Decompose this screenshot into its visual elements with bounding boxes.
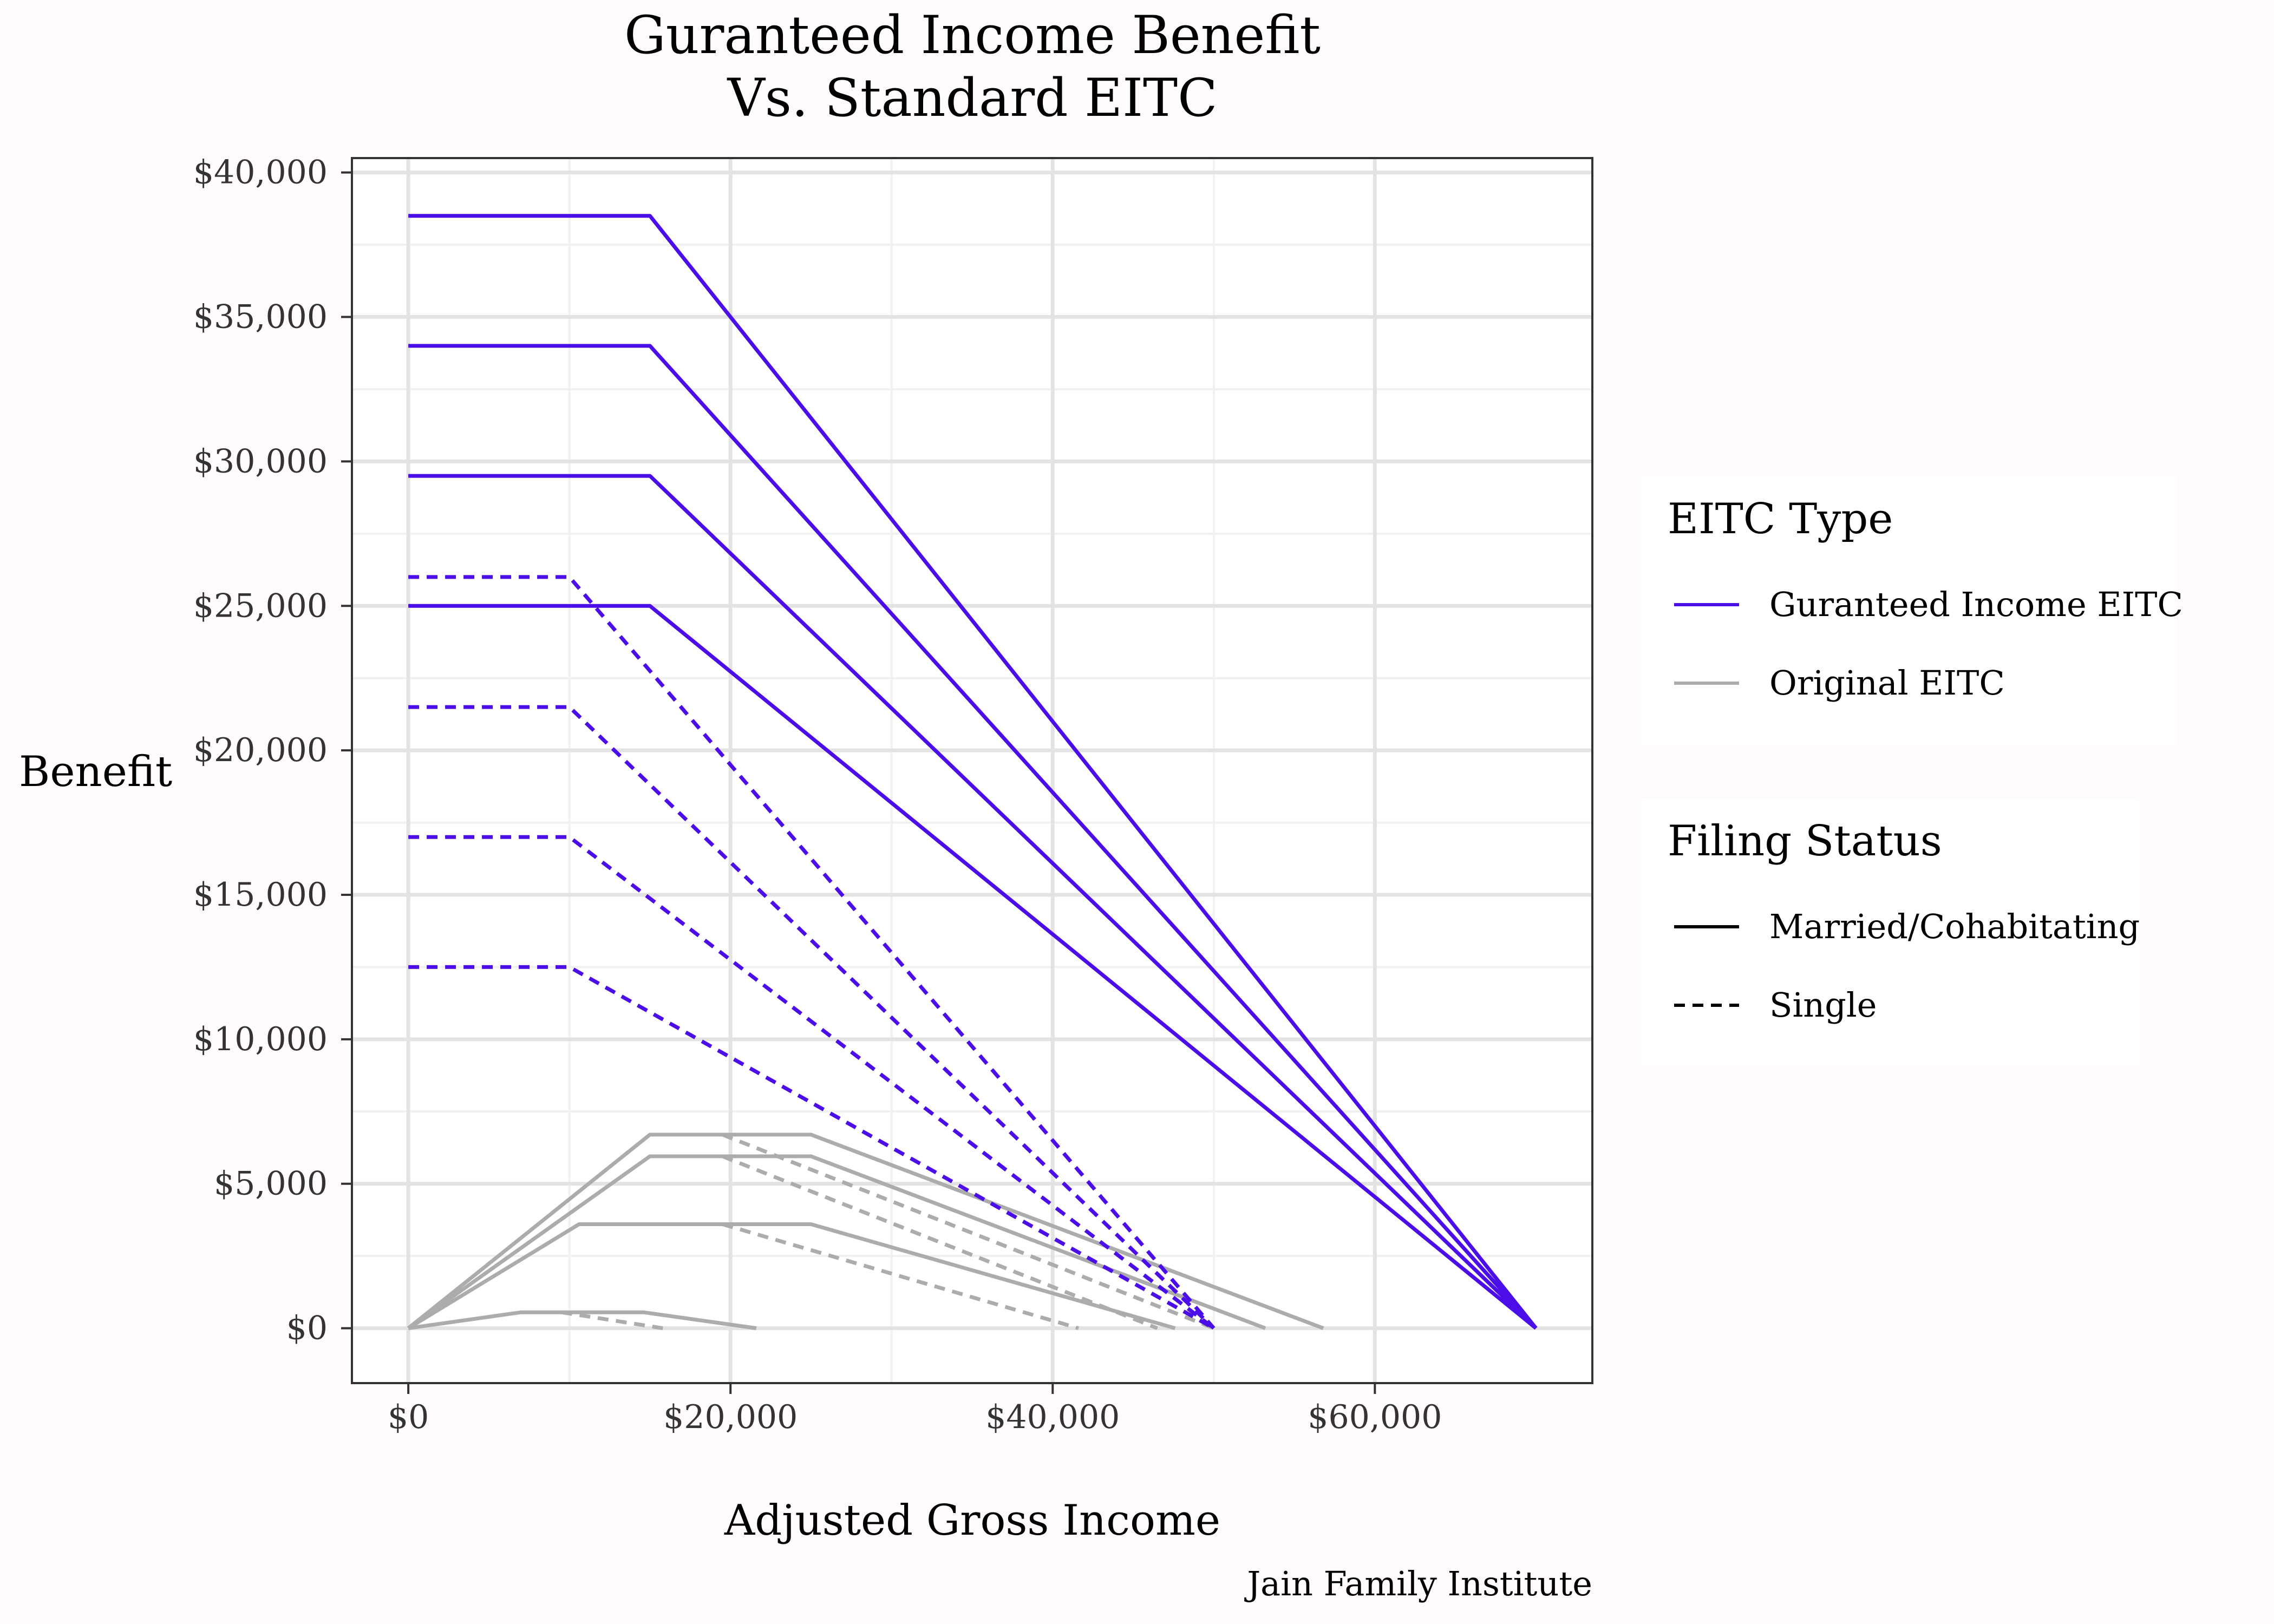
chart-title-line-1: Guranteed Income Benefit — [624, 5, 1321, 66]
x-axis-title: Adjusted Gross Income — [724, 1496, 1220, 1545]
guaranteed-eitc-married-line — [408, 344, 1538, 1330]
y-axis-ticks: $0 $5,000 $10,000 $15,000 $20,000 $25,000 $30,… — [193, 154, 352, 1347]
guaranteed-eitc-single-line — [408, 835, 1215, 1330]
y-tick-label: $30,000 — [193, 442, 328, 480]
legend-label-married: Married/Cohabitating — [1769, 907, 2140, 946]
x-tick-label: $40,000 — [985, 1398, 1120, 1436]
plot-border — [351, 157, 1593, 1384]
x-tick-label: $20,000 — [663, 1398, 798, 1436]
y-tick-label: $40,000 — [193, 154, 328, 192]
y-tick-label: $35,000 — [193, 298, 328, 336]
y-tick-label: $20,000 — [193, 731, 328, 769]
chart-caption: Jain Family Institute — [1244, 1564, 1592, 1603]
series-layer — [407, 214, 1538, 1331]
y-tick-label: $5,000 — [214, 1165, 328, 1203]
legend-filing-status-box — [1641, 798, 2139, 1066]
legend-filing-status-title: Filing Status — [1668, 817, 1942, 866]
guaranteed-eitc-married-line — [408, 474, 1538, 1330]
plot-panel — [352, 158, 1592, 1383]
original-eitc-married-line — [407, 1154, 1266, 1330]
y-tick-label: $10,000 — [193, 1020, 328, 1058]
original-eitc-single-line — [722, 1132, 1215, 1330]
guaranteed-eitc-married-line — [408, 214, 1538, 1330]
y-tick-label: $0 — [286, 1309, 328, 1347]
legend-label-guaranteed-eitc: Guranteed Income EITC — [1769, 585, 2183, 624]
y-axis-title: Benefit — [19, 748, 172, 796]
legend-eitc-type-title: EITC Type — [1668, 495, 1893, 543]
x-tick-label: $0 — [388, 1398, 429, 1436]
chart-title-line-2: Vs. Standard EITC — [727, 68, 1217, 128]
legend-eitc-type: EITC Type Guranteed Income EITC Original… — [1641, 476, 2183, 744]
y-tick-label: $15,000 — [193, 876, 328, 914]
guaranteed-eitc-married-line — [408, 604, 1538, 1330]
guaranteed-eitc-single-line — [408, 965, 1215, 1330]
original-eitc-married-line — [407, 1222, 1176, 1330]
legend-label-original-eitc: Original EITC — [1769, 663, 2005, 703]
x-tick-label: $60,000 — [1308, 1398, 1442, 1436]
original-eitc-married-line — [407, 1132, 1324, 1330]
guaranteed-eitc-single-line — [408, 705, 1216, 1330]
legend-filing-status: Filing Status Married/Cohabitating Singl… — [1641, 798, 2140, 1066]
original-eitc-single-line — [722, 1222, 1079, 1330]
y-tick-label: $25,000 — [193, 587, 328, 625]
legend-eitc-type-box — [1641, 476, 2177, 744]
legend-label-single: Single — [1769, 985, 1877, 1025]
original-eitc-single-line — [722, 1154, 1158, 1330]
original-eitc-married-line — [408, 1310, 757, 1331]
x-axis-ticks: $0 $20,000 $40,000 $60,000 — [388, 1383, 1442, 1436]
grid-lines — [352, 158, 1592, 1383]
